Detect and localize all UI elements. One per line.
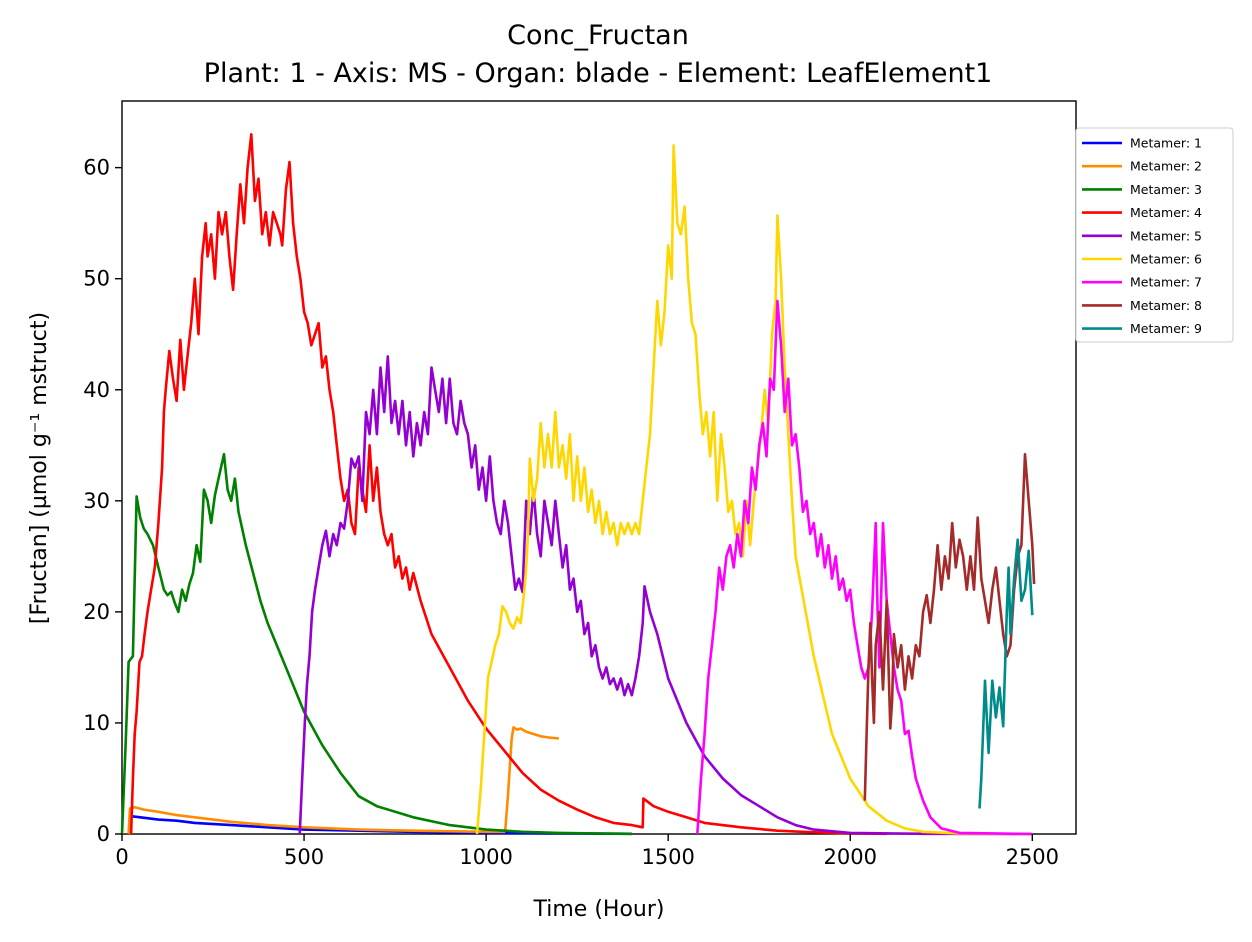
x-axis: 0 500 1000 1500 2000 2500: [115, 834, 1059, 869]
y-tick-label: 40: [83, 378, 110, 402]
legend-label-metamer-3: Metamer: 3: [1130, 182, 1202, 197]
series-layer: [120, 133, 1036, 836]
legend-label-metamer-1: Metamer: 1: [1130, 136, 1202, 151]
series-line-metamer-4: [129, 133, 887, 836]
legend: Metamer: 1 Metamer: 2 Metamer: 3 Metamer: 4…: [1075, 127, 1234, 343]
legend-label-metamer-7: Metamer: 7: [1130, 275, 1202, 290]
legend-label-metamer-5: Metamer: 5: [1130, 228, 1202, 243]
series-line-metamer-9: [978, 538, 1034, 809]
chart-title: Conc_Fructan: [507, 20, 689, 51]
chart-subtitle: Plant: 1 - Axis: MS - Organ: blade - Ele…: [204, 58, 993, 89]
legend-label-metamer-8: Metamer: 8: [1130, 298, 1202, 313]
x-tick-label: 500: [284, 845, 324, 869]
x-tick-label: 1000: [459, 845, 512, 869]
x-tick-label: 2000: [824, 845, 877, 869]
x-tick-label: 2500: [1006, 845, 1059, 869]
legend-label-metamer-9: Metamer: 9: [1130, 321, 1202, 336]
y-axis-label: [Fructan] (µmol g⁻¹ mstruct): [27, 312, 52, 624]
y-tick-label: 30: [83, 489, 110, 513]
series-line-metamer-5: [298, 355, 1033, 836]
legend-frame: [1075, 127, 1234, 343]
x-tick-label: 0: [115, 845, 128, 869]
legend-label-metamer-4: Metamer: 4: [1130, 205, 1202, 220]
x-tick-label: 1500: [641, 845, 694, 869]
y-axis: 0 10 20 30 40 50 60: [83, 156, 122, 846]
series-line-metamer-2: [127, 726, 560, 835]
y-tick-label: 50: [83, 267, 110, 291]
legend-label-metamer-2: Metamer: 2: [1130, 159, 1202, 174]
y-tick-label: 0: [97, 822, 110, 846]
plot-area: [120, 100, 1077, 836]
x-axis-label: Time (Hour): [533, 897, 665, 922]
y-tick-label: 60: [83, 156, 110, 180]
y-tick-label: 20: [83, 600, 110, 624]
y-tick-label: 10: [83, 711, 110, 735]
legend-label-metamer-6: Metamer: 6: [1130, 252, 1202, 267]
series-line-metamer-3: [120, 452, 632, 836]
